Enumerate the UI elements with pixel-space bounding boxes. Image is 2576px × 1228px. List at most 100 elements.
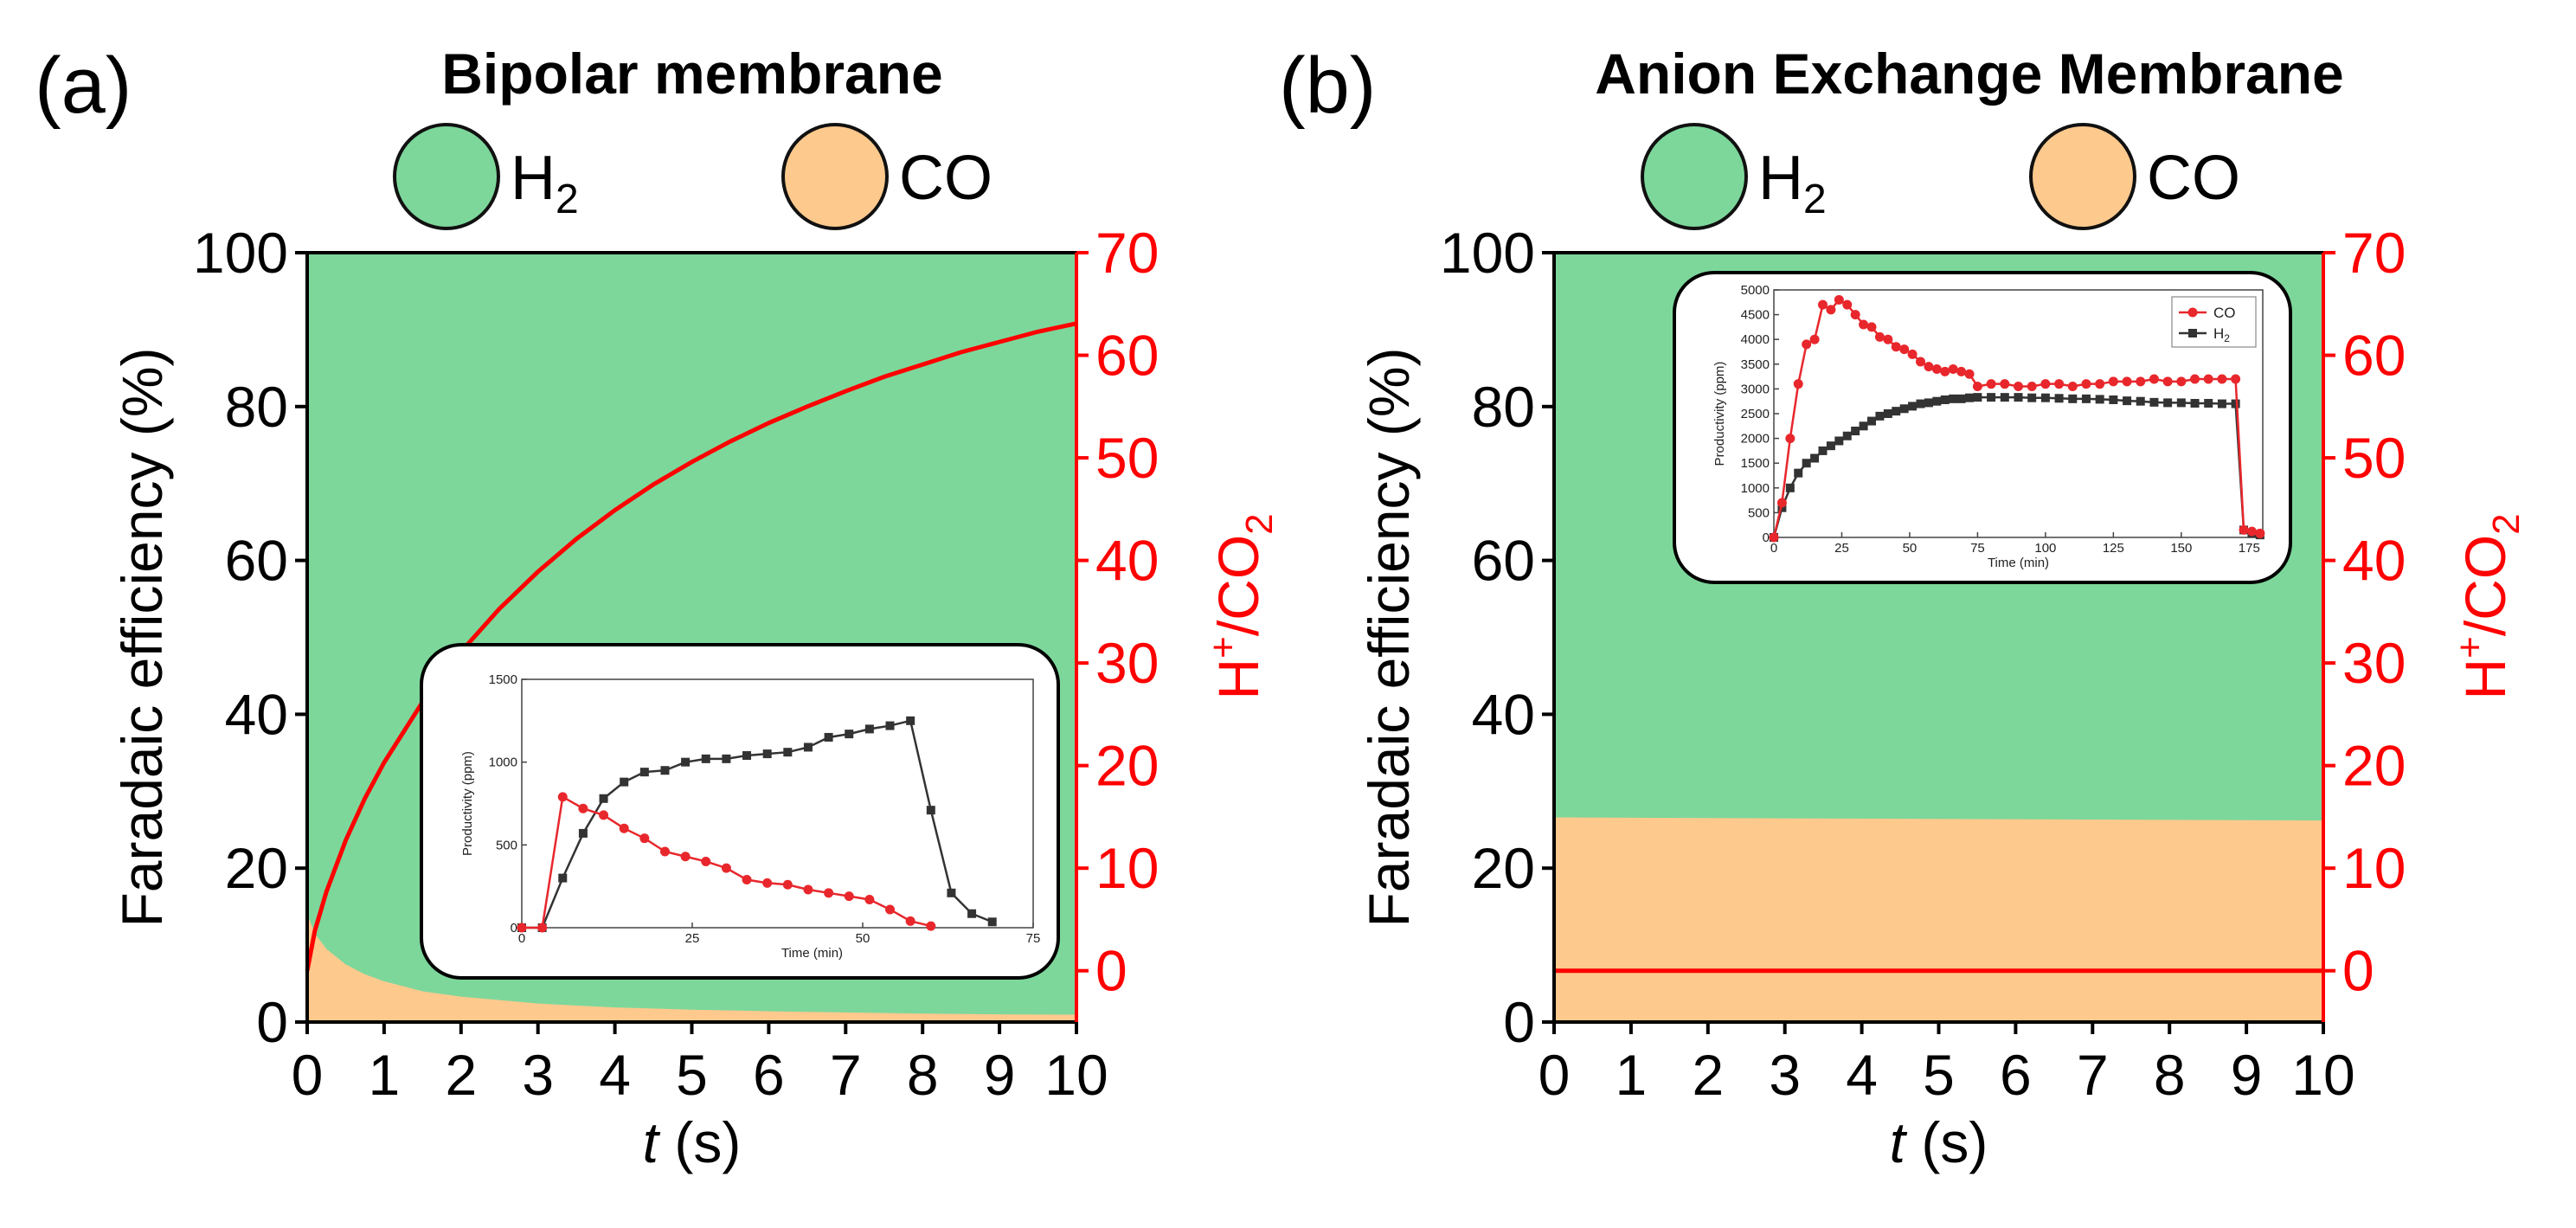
y2-tick-label: 70 (1095, 221, 1159, 285)
legend-label-co: CO (899, 144, 992, 213)
y2-axis-title-subscript: 2 (1238, 513, 1281, 534)
y2-axis-title: H+/CO2 (1202, 513, 1281, 699)
inset-point-h2 (1794, 468, 1803, 478)
y-axis-title: Faradaic efficiency (%) (110, 347, 174, 927)
inset-x-tick-label: 50 (856, 931, 870, 946)
inset-point-h2 (2136, 396, 2145, 406)
inset-point-co (2136, 376, 2146, 387)
inset-point-h2 (1777, 503, 1787, 512)
legend-label-h: H2 (511, 144, 579, 222)
inset-frame (420, 643, 1060, 980)
y-tick-label: 80 (1472, 375, 1535, 439)
inset-legend-label-main: CO (2213, 305, 2236, 321)
inset-x-tick-label: 0 (518, 931, 525, 946)
inset-y-tick-label: 1500 (489, 672, 517, 687)
inset-point-h2 (1987, 393, 1996, 402)
inset-point-co (2108, 376, 2118, 387)
y2-tick-label: 10 (2342, 836, 2406, 900)
legend-label-subscript: 2 (556, 177, 579, 222)
inset-point-co (1899, 344, 1910, 355)
inset-point-h2 (1785, 483, 1795, 492)
y2-axis-title-subscript: 2 (2485, 513, 2528, 534)
inset-point-h2 (762, 749, 772, 759)
x-tick-label: 10 (2291, 1043, 2354, 1107)
x-tick-label: 6 (2000, 1043, 2032, 1107)
inset-point-co (2081, 379, 2091, 389)
y2-tick-label: 30 (2342, 631, 2406, 695)
inset-point-co (885, 904, 896, 915)
inset-x-tick-label: 75 (1026, 931, 1041, 946)
legend-label-subscript: 2 (1803, 177, 1827, 222)
inset-point-co (659, 846, 670, 857)
inset-legend-label-main: H (2213, 325, 2224, 342)
inset-point-co (2255, 528, 2265, 538)
inset-point-h2 (1802, 459, 1811, 468)
inset-point-co (864, 894, 875, 904)
y-tick-label: 60 (225, 529, 288, 593)
inset-point-co (1776, 498, 1787, 508)
inset-point-co (1769, 532, 1779, 543)
inset-point-h2 (783, 748, 793, 757)
y2-tick-label: 60 (1095, 324, 1159, 388)
inset-point-co (824, 888, 834, 898)
inset-point-h2 (947, 888, 956, 897)
inset-point-h2 (2068, 394, 2078, 403)
legend-label-main: CO (899, 144, 992, 213)
inset-point-h2 (2217, 399, 2226, 408)
y2-tick-label: 40 (1095, 529, 1159, 593)
y2-axis-title-superscript: + (1202, 636, 1244, 659)
inset-chart: 0 25 50 75 100 125 150 175 0 500 1000 1500 2000 2500 3… (1673, 271, 2292, 584)
inset-point-h2 (2176, 398, 2186, 408)
inset-point-co (1907, 349, 1918, 359)
inset-point-co (2027, 382, 2037, 392)
x-tick-label: 7 (2077, 1043, 2109, 1107)
inset-point-co (2231, 374, 2241, 384)
inset-point-h2 (967, 909, 977, 918)
inset-point-h2 (2014, 393, 2023, 402)
inset-point-h2 (1867, 416, 1876, 426)
inset-point-co (1883, 334, 1893, 344)
x-axis-title-unit: (s) (658, 1110, 741, 1174)
inset-point-co (1891, 342, 1901, 352)
y2-tick-label: 60 (2342, 324, 2406, 388)
inset-x-tick-label: 175 (2239, 541, 2260, 556)
inset-point-h2 (681, 757, 691, 767)
inset-point-h2 (1932, 396, 1942, 406)
inset-point-co (1940, 366, 1950, 376)
x-tick-label: 9 (2231, 1043, 2263, 1107)
inset-point-co (1931, 364, 1942, 375)
inset-point-h2 (1949, 394, 1958, 403)
inset-point-h2 (1826, 441, 1835, 451)
inset-point-h2 (1859, 421, 1868, 431)
inset-legend-box (2171, 296, 2257, 348)
inset-x-tick-label: 25 (1834, 541, 1849, 556)
inset-point-co (721, 863, 731, 873)
inset-legend-label-subscript: 2 (2224, 332, 2230, 344)
x-axis-title: t (s) (1890, 1110, 1988, 1174)
y2-axis-title: H+/CO2 (2449, 513, 2528, 699)
inset-point-h2 (1899, 404, 1909, 414)
inset-x-tick-label: 100 (2034, 541, 2056, 556)
inset-y-tick-label: 2500 (1741, 407, 1770, 421)
inset-point-h2 (885, 721, 895, 730)
inset-legend-label-co: CO (2213, 305, 2236, 321)
y2-axis-title-part: H (2453, 659, 2517, 700)
x-tick-label: 9 (984, 1043, 1016, 1107)
inset-y-tick-label: 2000 (1741, 432, 1770, 447)
inset-point-h2 (1892, 407, 1901, 416)
inset-point-co (2239, 524, 2249, 535)
y-tick-label: 60 (1472, 529, 1535, 593)
inset-point-h2 (660, 766, 670, 775)
y2-axis-title-part: /CO (1206, 535, 1270, 636)
inset-point-h2 (987, 917, 997, 927)
inset-point-h2 (1908, 402, 1918, 411)
inset-point-h2 (803, 743, 813, 752)
inset-point-h2 (2204, 398, 2213, 408)
inset-point-co (2067, 382, 2078, 392)
inset-point-co (1818, 299, 1828, 310)
y-tick-label: 100 (193, 221, 288, 285)
inset-point-co (844, 891, 854, 902)
inset-point-co (619, 823, 629, 833)
x-tick-label: 10 (1044, 1043, 1108, 1107)
